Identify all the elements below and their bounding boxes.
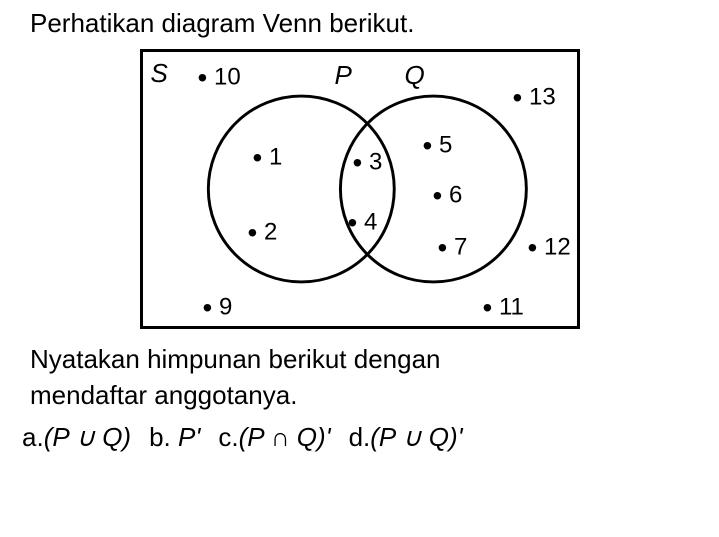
element-value: 9 [219, 293, 232, 320]
answer-expression: P' [178, 422, 200, 452]
element-value: 4 [364, 208, 377, 235]
answer-a: a.(P ∪ Q) [22, 422, 131, 453]
answer-expression: (P ∩ Q)' [239, 422, 331, 452]
element-12: • 12 [528, 232, 571, 264]
element-6: • 6 [433, 180, 463, 212]
element-value: 11 [499, 293, 524, 320]
answer-options: a.(P ∪ Q) b. P' c.(P ∩ Q)' d.(P ∪ Q)' [22, 422, 699, 453]
answer-prefix: c. [218, 422, 238, 452]
question-text: Nyatakan himpunan berikut dengan mendaft… [30, 341, 699, 414]
answer-b: b. P' [149, 422, 200, 453]
question-line-2: mendaftar anggotanya. [30, 377, 699, 413]
answer-c: c.(P ∩ Q)' [218, 422, 330, 453]
universal-set-label: S [151, 58, 168, 89]
question-line-1: Nyatakan himpunan berikut dengan [30, 341, 699, 377]
set-q-label: Q [405, 60, 425, 91]
page-title: Perhatikan diagram Venn berikut. [30, 8, 699, 39]
element-value: 10 [214, 63, 241, 90]
element-value: 5 [439, 131, 452, 158]
element-value: 1 [269, 143, 282, 170]
answer-expression: (P ∪ Q) [44, 422, 131, 452]
element-1: • 1 [253, 142, 283, 174]
element-value: 12 [544, 233, 571, 260]
element-7: • 7 [438, 232, 468, 264]
element-5: • 5 [423, 130, 453, 162]
answer-prefix: b. [149, 422, 171, 452]
venn-diagram: S P Q • 10 • 13 • 12 • 9 • 11 • 1 • 2 • … [140, 49, 580, 329]
element-2: • 2 [248, 217, 278, 249]
element-value: 6 [449, 181, 462, 208]
element-4: • 4 [348, 207, 378, 239]
element-value: 13 [529, 83, 556, 110]
element-3: • 3 [353, 147, 383, 179]
answer-prefix: a. [22, 422, 44, 452]
element-value: 2 [264, 218, 277, 245]
set-p-label: P [335, 60, 352, 91]
element-13: • 13 [513, 82, 556, 114]
element-value: 7 [454, 233, 467, 260]
element-9: • 9 [203, 292, 233, 324]
element-10: • 10 [198, 62, 241, 94]
answer-expression: (P ∪ Q)' [370, 422, 462, 452]
answer-d: d.(P ∪ Q)' [349, 422, 463, 453]
answer-prefix: d. [349, 422, 371, 452]
element-value: 3 [369, 148, 382, 175]
element-11: • 11 [483, 292, 524, 324]
